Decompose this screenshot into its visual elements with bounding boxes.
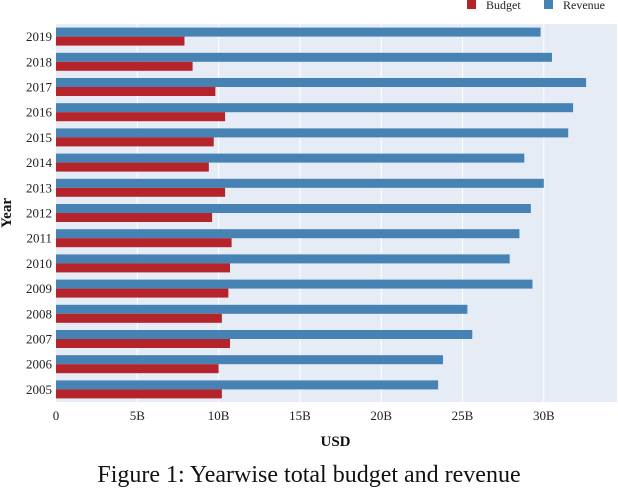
- bar-budget: [56, 339, 230, 348]
- x-tick-labels: 0 5B 10B 15B 20B 25B 30B: [53, 408, 555, 423]
- bars: [56, 27, 587, 399]
- bar-chart: 2019 2018 2017 2016 2015 2014 2013 2012 2011 2010…: [0, 0, 617, 450]
- bar-revenue: [56, 78, 587, 87]
- bar-budget: [56, 263, 230, 273]
- bar-revenue: [56, 355, 444, 365]
- x-tick-label: 25B: [452, 408, 474, 423]
- y-tick-label: 2019: [26, 29, 52, 44]
- bar-revenue: [56, 254, 510, 264]
- bar-budget: [56, 36, 185, 46]
- y-tick-label: 2010: [26, 256, 52, 271]
- x-tick-label: 30B: [533, 408, 555, 423]
- y-tick-labels: 2019 2018 2017 2016 2015 2014 2013 2012 2011 2010…: [26, 29, 53, 397]
- bar-budget: [56, 389, 222, 399]
- y-tick-label: 2005: [26, 382, 52, 397]
- x-axis-label: USD: [320, 434, 350, 450]
- y-tick-label: 2014: [26, 155, 53, 170]
- bar-budget: [56, 87, 216, 96]
- legend: Budget Revenue: [467, 0, 605, 12]
- y-tick-label: 2015: [26, 130, 52, 145]
- bar-budget: [56, 112, 226, 122]
- legend-label: Budget: [486, 0, 521, 12]
- y-tick-label: 2018: [26, 54, 52, 69]
- x-tick-label: 0: [53, 408, 60, 423]
- y-tick-label: 2012: [26, 206, 52, 221]
- bar-revenue: [56, 304, 468, 314]
- bar-budget: [56, 313, 222, 323]
- y-axis-label: Year: [0, 198, 15, 228]
- bar-revenue: [56, 27, 541, 37]
- bar-revenue: [56, 204, 531, 213]
- bar-budget: [56, 187, 226, 197]
- bar-revenue: [56, 128, 569, 138]
- bar-revenue: [56, 178, 544, 188]
- bar-budget: [56, 137, 214, 147]
- bar-budget: [56, 213, 213, 222]
- y-tick-label: 2013: [26, 180, 52, 195]
- x-tick-label: 15B: [289, 408, 311, 423]
- bar-budget: [56, 364, 219, 374]
- bar-revenue: [56, 153, 525, 163]
- y-tick-label: 2008: [26, 306, 52, 321]
- bar-budget: [56, 288, 229, 298]
- bar-budget: [56, 162, 209, 172]
- bar-revenue: [56, 279, 533, 289]
- y-tick-label: 2011: [26, 231, 52, 246]
- y-tick-label: 2017: [26, 80, 53, 95]
- x-tick-label: 20B: [370, 408, 392, 423]
- y-tick-label: 2009: [26, 281, 52, 296]
- y-tick-label: 2016: [26, 105, 53, 120]
- bar-budget: [56, 61, 193, 71]
- bar-revenue: [56, 229, 520, 239]
- figure-caption: Figure 1: Yearwise total budget and reve…: [97, 462, 521, 488]
- bar-revenue: [56, 380, 439, 390]
- legend-label: Revenue: [563, 0, 605, 12]
- y-tick-label: 2006: [26, 357, 53, 372]
- legend-swatch: [467, 0, 476, 9]
- legend-swatch: [544, 0, 553, 9]
- bar-revenue: [56, 103, 574, 113]
- bar-budget: [56, 238, 232, 248]
- x-tick-label: 10B: [208, 408, 230, 423]
- x-tick-label: 5B: [130, 408, 146, 423]
- bar-revenue: [56, 330, 473, 339]
- y-tick-label: 2007: [26, 332, 53, 347]
- bar-revenue: [56, 52, 552, 62]
